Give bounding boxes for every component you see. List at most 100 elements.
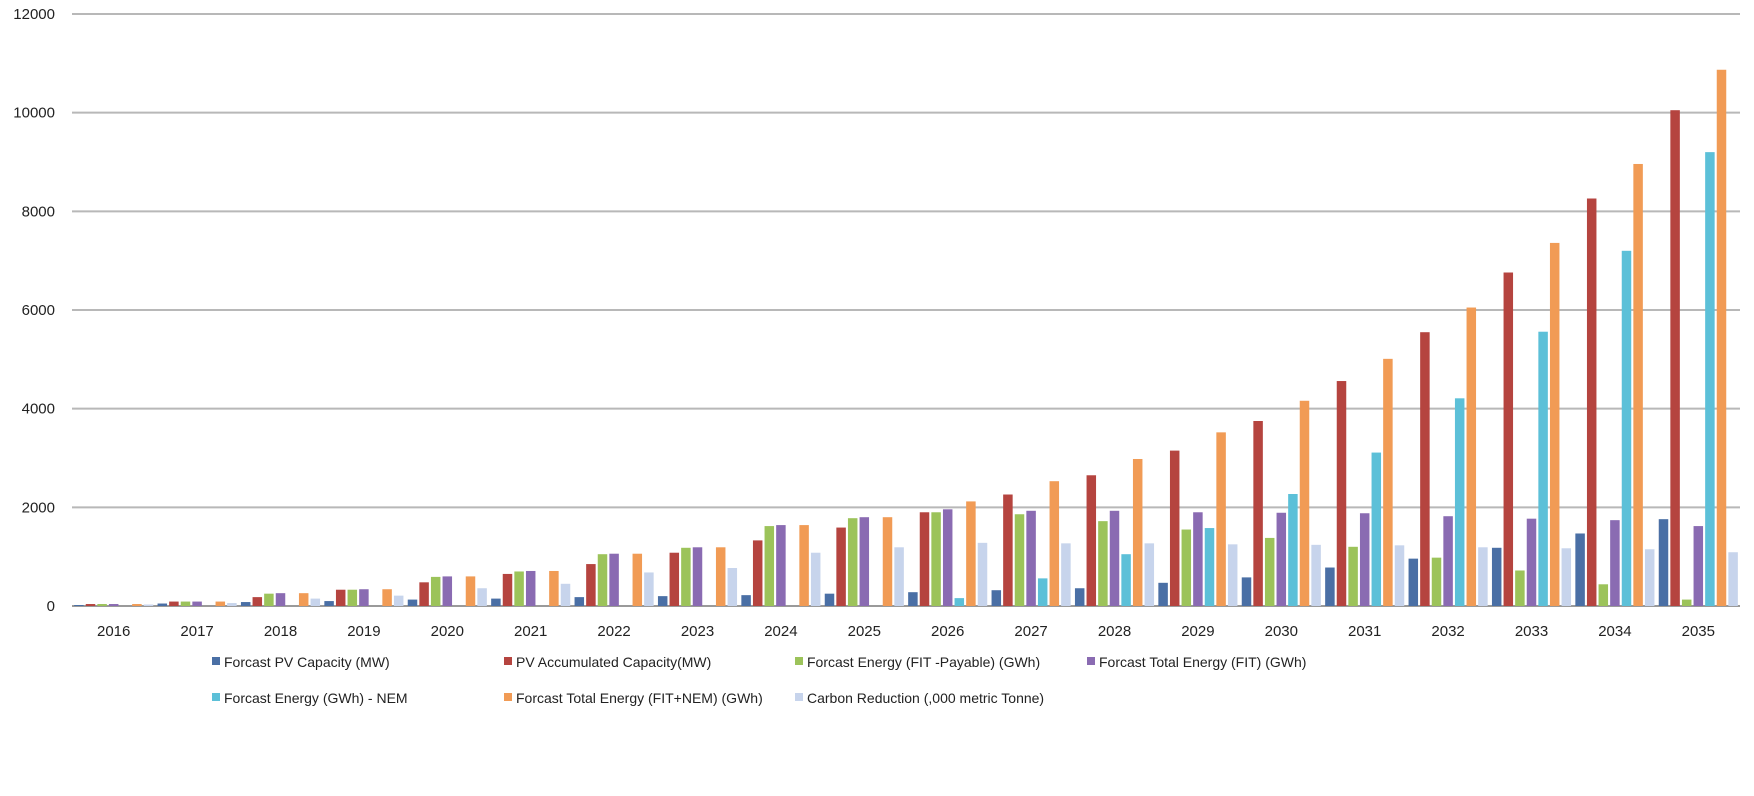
bar bbox=[681, 547, 691, 606]
bar bbox=[1227, 544, 1238, 606]
bar bbox=[1193, 512, 1203, 606]
bar bbox=[549, 570, 559, 606]
bar bbox=[1515, 570, 1525, 606]
x-tick-label: 2017 bbox=[180, 623, 213, 640]
bar bbox=[252, 597, 263, 606]
y-tick-label: 8000 bbox=[22, 203, 55, 220]
x-tick-label: 2025 bbox=[848, 623, 881, 640]
x-tick-label: 2019 bbox=[347, 623, 380, 640]
bar bbox=[1466, 307, 1477, 606]
y-axis-ticks: 0 2000 4000 6000 8000 10000 12000 bbox=[13, 6, 55, 615]
bar bbox=[1561, 548, 1572, 606]
x-tick-label: 2023 bbox=[681, 623, 714, 640]
legend-label: Forcast Total Energy (FIT) (GWh) bbox=[1099, 654, 1306, 670]
bar bbox=[1693, 526, 1704, 606]
bar bbox=[180, 601, 191, 606]
bar bbox=[1336, 381, 1347, 606]
bar bbox=[1109, 510, 1120, 606]
legend-label: Forcast Energy (FIT -Payable) (GWh) bbox=[807, 654, 1040, 670]
bar bbox=[525, 570, 536, 606]
bar bbox=[1049, 481, 1060, 606]
bar bbox=[1575, 533, 1585, 606]
bar bbox=[240, 602, 251, 606]
y-tick-label: 12000 bbox=[13, 6, 55, 23]
bar bbox=[407, 599, 418, 606]
x-tick-label: 2028 bbox=[1098, 623, 1131, 640]
bar bbox=[764, 526, 775, 606]
x-tick-label: 2022 bbox=[597, 623, 630, 640]
bar bbox=[1158, 582, 1168, 606]
bar bbox=[609, 553, 619, 606]
bar bbox=[1383, 358, 1393, 606]
legend-swatch bbox=[1087, 657, 1095, 665]
bar bbox=[143, 604, 154, 606]
bar bbox=[1716, 69, 1727, 606]
x-tick-label: 2027 bbox=[1014, 623, 1047, 640]
bar bbox=[1538, 331, 1548, 606]
bar bbox=[966, 501, 976, 606]
bar bbox=[692, 547, 703, 606]
bar bbox=[1658, 519, 1669, 606]
bar bbox=[1408, 558, 1419, 606]
bar bbox=[776, 525, 786, 606]
legend-label: Forcast Energy (GWh) - NEM bbox=[224, 690, 408, 706]
bar bbox=[1348, 546, 1358, 606]
bar bbox=[1003, 494, 1013, 606]
bar bbox=[393, 595, 404, 606]
bar bbox=[1371, 452, 1382, 606]
bar bbox=[1633, 163, 1643, 606]
y-tick-label: 0 bbox=[47, 598, 55, 615]
bar bbox=[108, 604, 119, 606]
bar bbox=[1681, 599, 1692, 606]
bar bbox=[597, 554, 608, 606]
bar bbox=[382, 589, 392, 606]
bar bbox=[810, 552, 821, 606]
bar bbox=[644, 572, 654, 606]
bar bbox=[1086, 475, 1097, 606]
legend-swatch bbox=[795, 693, 803, 701]
bar bbox=[752, 540, 763, 606]
bar bbox=[908, 592, 918, 606]
bar bbox=[442, 576, 453, 606]
bar bbox=[1420, 332, 1430, 606]
bar bbox=[1491, 547, 1502, 606]
x-tick-label: 2024 bbox=[764, 623, 797, 640]
bar bbox=[1670, 110, 1680, 606]
bar bbox=[942, 509, 953, 606]
x-tick-label: 2021 bbox=[514, 623, 547, 640]
bar bbox=[359, 589, 369, 606]
bar bbox=[741, 595, 751, 606]
bar bbox=[132, 604, 142, 606]
bar bbox=[1598, 584, 1609, 606]
bar bbox=[1074, 588, 1085, 606]
bar bbox=[1299, 400, 1310, 606]
bar bbox=[1526, 518, 1537, 606]
bar bbox=[1253, 421, 1263, 606]
bar bbox=[931, 512, 941, 606]
bar bbox=[632, 553, 643, 606]
x-tick-label: 2016 bbox=[97, 623, 130, 640]
bar bbox=[1144, 543, 1155, 606]
bar bbox=[1610, 520, 1620, 606]
x-tick-label: 2032 bbox=[1431, 623, 1464, 640]
bar bbox=[1431, 557, 1442, 606]
bar bbox=[657, 596, 668, 606]
bar bbox=[157, 603, 168, 606]
bar bbox=[977, 542, 988, 606]
legend-label: PV Accumulated Capacity(MW) bbox=[516, 654, 711, 670]
bar bbox=[859, 517, 870, 606]
bar bbox=[560, 583, 571, 606]
bar bbox=[1276, 512, 1287, 606]
bar bbox=[227, 603, 237, 606]
bar bbox=[275, 593, 286, 606]
bar bbox=[430, 576, 441, 606]
bar bbox=[310, 598, 321, 606]
bar bbox=[298, 593, 309, 606]
legend-swatch bbox=[504, 693, 512, 701]
x-tick-label: 2029 bbox=[1181, 623, 1214, 640]
x-tick-label: 2018 bbox=[264, 623, 297, 640]
bar bbox=[335, 589, 346, 606]
bar bbox=[1503, 272, 1514, 606]
bar bbox=[74, 605, 84, 606]
